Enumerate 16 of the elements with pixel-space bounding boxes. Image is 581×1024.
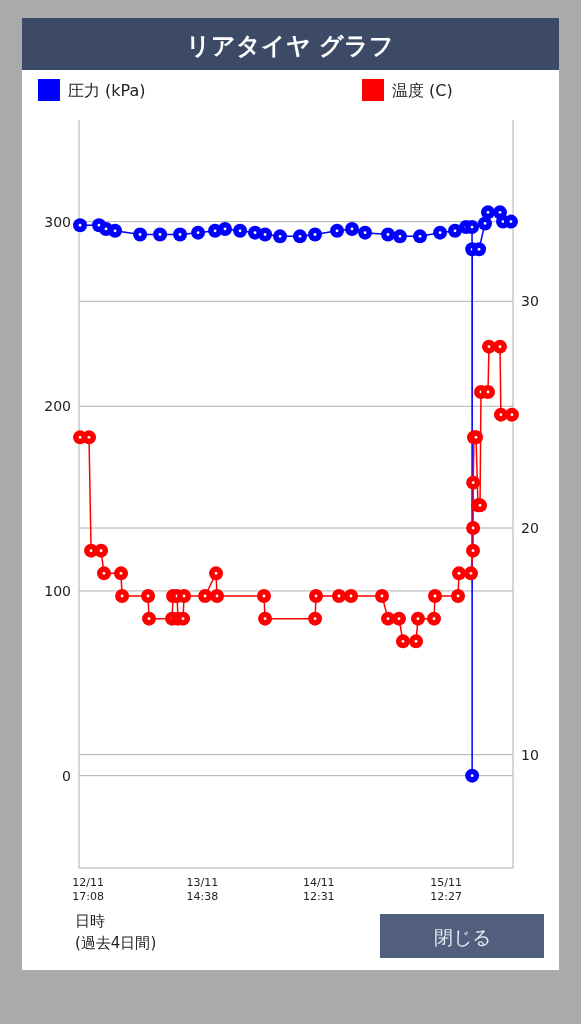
x-tick-label: 12/11 17:08	[72, 876, 104, 903]
y2-tick-label: 20	[521, 520, 539, 536]
y-tick-label: 200	[44, 398, 71, 415]
legend-label: 温度 (C)	[392, 81, 453, 100]
y-tick-label: 0	[62, 767, 71, 784]
x-axis-title: 日時 (過去4日間)	[75, 912, 157, 952]
button: 閉じる	[380, 914, 544, 958]
chart-title: リアタイヤ グラフ	[185, 32, 395, 60]
y2-tick-label: 30	[521, 293, 539, 310]
legend-label: 圧力 (kPa)	[68, 81, 146, 100]
x-tick-label: 13/11 14:38	[186, 876, 219, 903]
x-tick-label: 15/11 12:27	[430, 876, 462, 903]
x-tick-label: 14/11 12:31	[302, 876, 335, 903]
y2-tick-label: 10	[521, 746, 539, 763]
y-tick-label: 300	[44, 213, 71, 230]
y-tick-label: 100	[44, 582, 71, 599]
